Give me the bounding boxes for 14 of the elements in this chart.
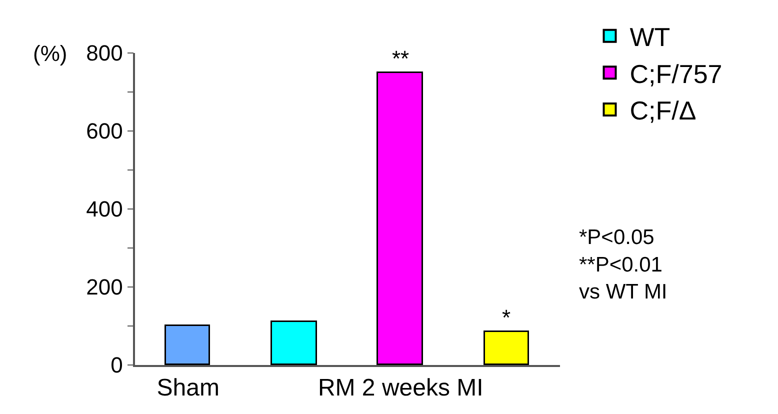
y-tick-label: 800 <box>86 40 123 66</box>
annotation: ** <box>392 46 410 71</box>
y-tick-label: 200 <box>86 274 123 300</box>
y-tick-label: 0 <box>110 352 123 378</box>
legend-label: C;F/Δ <box>630 96 696 126</box>
y-tick-label: 400 <box>86 196 123 222</box>
x-tick-label: Sham <box>156 374 220 402</box>
x-tick-label: RM 2 weeks MI <box>318 374 484 402</box>
y-axis-title: (%) <box>33 41 68 66</box>
legend-label: C;F/757 <box>630 58 722 89</box>
legend-label: WT <box>630 22 670 52</box>
annotation: * <box>502 305 511 330</box>
text: *P<0.05 **P<0.01 vs WT MI <box>579 226 668 304</box>
y-tick-label: 600 <box>86 118 123 144</box>
